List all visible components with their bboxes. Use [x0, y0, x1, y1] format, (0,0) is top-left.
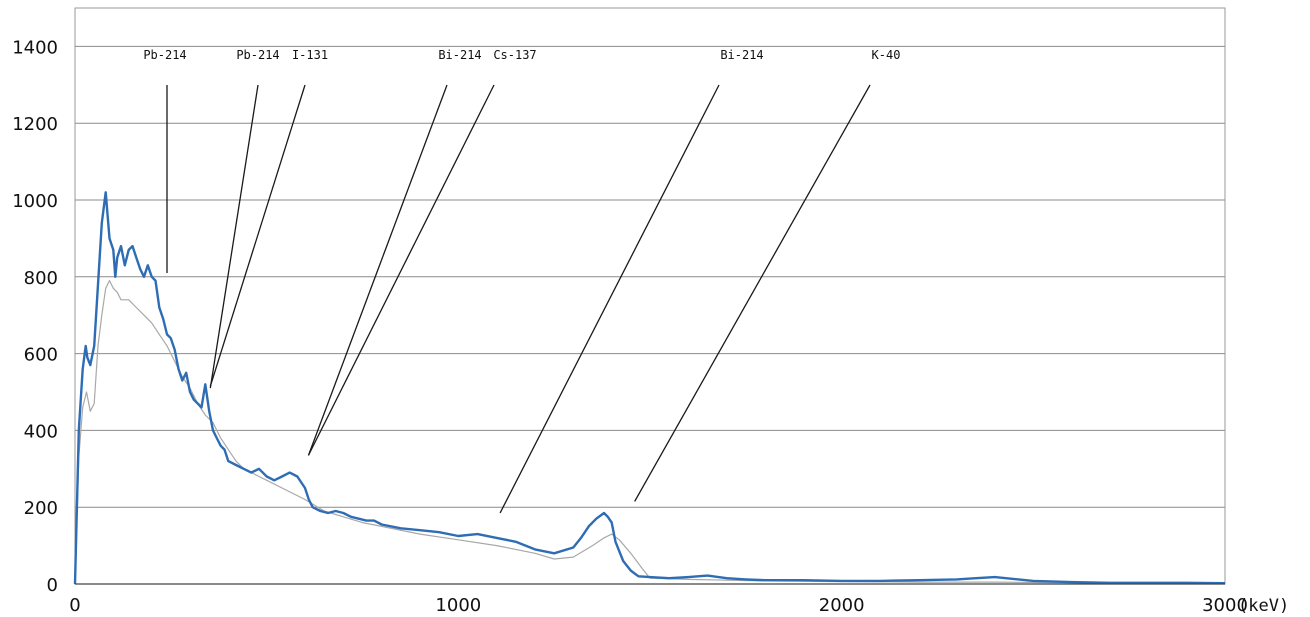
peak-label: Pb-214 — [236, 48, 279, 62]
peak-annotations: Pb-214 Pb-214 I-131 Bi-214 Cs-137 Bi-214 K-40 — [143, 48, 901, 514]
y-axis-tick-labels: 0 200 400 600 800 1000 1200 1400 — [12, 37, 58, 596]
peak-label: Bi-214 — [720, 48, 763, 62]
annotation-leader-line — [307, 84, 448, 456]
y-tick-label: 1000 — [12, 191, 58, 212]
annotation-leader-line — [499, 84, 720, 514]
grid-lines — [75, 45, 1225, 508]
y-tick-label: 0 — [47, 575, 58, 596]
y-tick-label: 200 — [24, 498, 58, 519]
x-tick-label: 1000 — [435, 595, 481, 616]
y-tick-label: 1200 — [12, 114, 58, 135]
annotation-leader-line — [209, 84, 259, 389]
x-tick-label: 3000 — [1202, 595, 1248, 616]
gray-spectrum-line — [74, 280, 1225, 585]
x-tick-label: 2000 — [819, 595, 865, 616]
x-tick-label: 0 — [69, 595, 80, 616]
plot-frame — [74, 7, 1226, 585]
annotation-leader-line — [307, 84, 495, 456]
y-tick-label: 400 — [24, 421, 58, 442]
annotation-leader-line — [634, 84, 871, 502]
peak-label: I-131 — [292, 48, 328, 62]
y-tick-label: 600 — [24, 345, 58, 366]
annotation-leader-line — [209, 84, 306, 387]
blue-spectrum-line — [73, 191, 1226, 585]
peak-label: Bi-214 — [438, 48, 481, 62]
x-axis-unit: (keV) — [1238, 596, 1289, 616]
y-tick-label: 800 — [24, 268, 58, 289]
peak-label: Pb-214 — [143, 48, 186, 62]
x-axis-tick-labels: 0 1000 2000 3000 — [69, 595, 1248, 616]
peak-label: K-40 — [872, 48, 901, 62]
series-layer — [73, 191, 1226, 585]
y-tick-label: 1400 — [12, 37, 58, 58]
peak-label: Cs-137 — [493, 48, 536, 62]
